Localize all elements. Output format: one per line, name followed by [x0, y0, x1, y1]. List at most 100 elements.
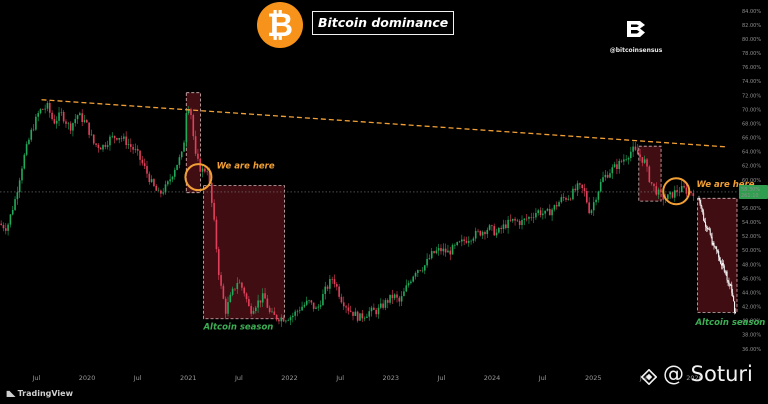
current-price-tag-bg	[739, 184, 768, 199]
candle	[123, 136, 125, 139]
candle	[113, 135, 116, 139]
projection-candle	[714, 246, 716, 247]
candle	[498, 227, 500, 233]
projection-candle	[732, 292, 734, 297]
candle	[292, 315, 294, 318]
projection-candle	[735, 311, 737, 314]
x-tick-label: Jul	[436, 374, 445, 382]
highlight-circles	[184, 163, 691, 206]
candle	[118, 138, 121, 140]
candle	[243, 287, 246, 294]
candle	[690, 191, 692, 194]
x-tick-label: Jul	[32, 374, 41, 382]
candle	[597, 191, 600, 200]
candle	[361, 313, 364, 319]
candle	[81, 113, 83, 122]
candle	[282, 317, 285, 322]
candle	[60, 111, 63, 113]
y-tick-label: 84.00%	[742, 9, 761, 15]
candle	[599, 181, 602, 192]
current-price-countdown: 261:10	[741, 193, 759, 199]
candle	[583, 188, 586, 192]
candle	[169, 179, 171, 182]
candle	[11, 209, 14, 215]
candle	[85, 120, 88, 123]
candle	[629, 151, 632, 159]
projection-candle	[730, 284, 732, 286]
candle	[613, 164, 616, 168]
candle	[220, 275, 222, 286]
candle	[458, 241, 461, 243]
candle	[463, 239, 465, 242]
candle	[0, 223, 2, 225]
candle	[641, 157, 644, 163]
candle	[595, 199, 597, 203]
candle	[197, 153, 199, 159]
candle	[134, 148, 137, 150]
candle	[252, 311, 255, 314]
x-tick-label: Jul	[538, 374, 547, 382]
y-tick-label: 40.00%	[742, 319, 761, 325]
candle	[412, 276, 415, 282]
x-tick-label: 2020	[79, 374, 96, 382]
candle	[69, 123, 72, 131]
candle	[157, 190, 160, 192]
tradingview-logo[interactable]: ▮◣ TradingView	[6, 389, 73, 398]
candle	[386, 300, 389, 303]
candle	[481, 231, 484, 236]
candle	[352, 311, 354, 316]
candle	[477, 230, 479, 232]
time-axis[interactable]: Jul 2020 Jul 2021 Jul 2022 Jul 2023 Jul 2024 Jul 20…	[32, 374, 703, 382]
candle	[403, 291, 405, 297]
candle	[37, 113, 40, 117]
candle	[132, 146, 134, 150]
candle	[623, 159, 625, 162]
candle	[449, 250, 452, 255]
candle	[359, 313, 361, 321]
candle	[127, 144, 130, 145]
candlestick-series	[0, 100, 695, 327]
we-are-here-label: We are here	[696, 180, 754, 190]
x-tick-label: 2022	[281, 374, 298, 382]
altcoin-season-zone	[203, 185, 285, 320]
candle	[268, 307, 271, 312]
candle	[7, 224, 9, 231]
projection-candle	[728, 281, 730, 285]
candle	[650, 182, 653, 184]
candle	[92, 134, 95, 144]
projection-candle	[734, 301, 736, 312]
candle	[79, 113, 81, 116]
projection-candle	[720, 260, 722, 264]
candle	[150, 179, 153, 183]
candle	[312, 302, 315, 309]
candle	[48, 102, 51, 113]
candle	[634, 146, 637, 150]
candle	[345, 306, 347, 308]
y-tick-label: 76.00%	[742, 65, 761, 71]
candle	[62, 111, 65, 122]
candle	[488, 225, 491, 230]
candle	[310, 300, 313, 303]
candle	[125, 136, 127, 145]
candle	[194, 136, 197, 154]
candle	[222, 285, 225, 299]
projection-candle	[713, 243, 715, 247]
projection-candle	[723, 265, 725, 272]
candle	[229, 294, 232, 303]
candle	[544, 210, 546, 214]
candle	[484, 231, 486, 235]
current-price-tag: 58.30% 261:10	[739, 184, 768, 199]
candle	[604, 174, 607, 178]
candle	[74, 119, 77, 124]
candle	[400, 296, 403, 302]
candle	[90, 134, 93, 136]
candle	[410, 281, 412, 284]
candle	[308, 300, 310, 301]
projection-candle	[716, 248, 718, 252]
candle	[368, 311, 371, 317]
we-are-here-label: We are here	[217, 162, 275, 172]
candle	[528, 216, 530, 219]
candle	[116, 138, 118, 140]
candle	[428, 258, 431, 259]
projection-candle	[708, 228, 710, 230]
